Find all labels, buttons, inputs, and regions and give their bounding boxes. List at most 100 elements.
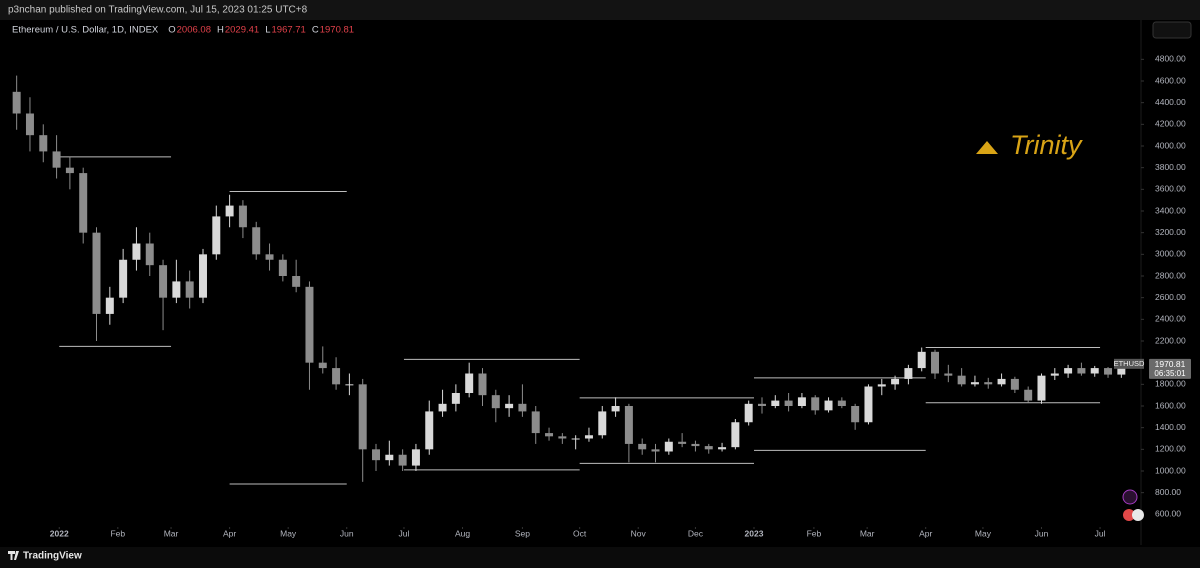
symbol-tag-box (1114, 358, 1144, 369)
candle-body (385, 454, 394, 461)
candle-body (970, 382, 979, 385)
legend-value: 2029.41 (225, 25, 259, 36)
annotation: Trinity (976, 130, 1083, 160)
candle-body (39, 135, 48, 152)
x-tick-label: May (975, 528, 992, 538)
candle-body (332, 368, 341, 385)
candle-body (225, 205, 234, 217)
candle-body (265, 254, 274, 260)
legend-letter: H (217, 25, 224, 36)
candle-body (571, 438, 580, 440)
x-tick-label: Sep (515, 528, 530, 538)
candle-body (931, 351, 940, 374)
y-tick-label: 3000.00 (1155, 249, 1186, 259)
y-tick-label: 800.00 (1155, 487, 1181, 497)
candle-body (864, 386, 873, 423)
x-tick-label: 2022 (50, 528, 69, 538)
candle-body (358, 384, 367, 450)
brand: TradingView (23, 551, 82, 562)
candle-body (1010, 378, 1019, 390)
y-tick-label: 4400.00 (1155, 97, 1186, 107)
x-tick-label: Nov (631, 528, 647, 538)
candle-body (172, 281, 181, 298)
publisher: p3nchan published on TradingView.com, Ju… (8, 5, 308, 16)
x-tick-label: Jul (399, 528, 410, 538)
candle-body (1077, 368, 1086, 374)
price-tag: 1970.81 (1155, 359, 1186, 369)
x-tick-label: May (280, 528, 297, 538)
candle-body (558, 436, 567, 439)
candle-body (79, 173, 88, 233)
candle-body (345, 384, 354, 386)
candle-body (1050, 373, 1059, 376)
candle-body (305, 286, 314, 363)
legend-value: 1970.81 (320, 25, 354, 36)
legend-letter: L (265, 25, 270, 36)
y-tick-label: 600.00 (1155, 509, 1181, 519)
candle-body (1064, 368, 1073, 374)
legend-value: 1967.71 (272, 25, 306, 36)
candle-body (398, 454, 407, 466)
legend-letter: O (168, 25, 175, 36)
top-bar (0, 0, 1200, 20)
ohlc-legend: O 2006.08 H 2029.41 L 1967.71 C 1970.81 (168, 25, 354, 36)
symbol: Ethereum / U.S. Dollar, 1D, INDEX (12, 25, 159, 36)
x-tick-label: 2023 (745, 528, 764, 538)
side-icons (1122, 489, 1144, 521)
x-tick-label: Apr (223, 528, 236, 538)
x-tick-label: Oct (573, 528, 587, 538)
x-tick-label: Jun (1035, 528, 1049, 538)
y-tick-label: 3200.00 (1155, 227, 1186, 237)
candle-body (531, 411, 540, 434)
icon[interactable] (1123, 509, 1135, 521)
y-tick-label: 2800.00 (1155, 270, 1186, 280)
x-tick-label: Jun (340, 528, 354, 538)
icon[interactable] (1122, 489, 1138, 505)
y-tick-label: 4000.00 (1155, 140, 1186, 150)
candle-body (811, 397, 820, 411)
settings-button[interactable] (1152, 21, 1192, 39)
candle-body (611, 406, 620, 412)
candle-body (824, 400, 833, 411)
candle-body (252, 227, 261, 255)
candle-body (771, 400, 780, 406)
candle-body (584, 435, 593, 439)
candle-body (478, 373, 487, 396)
y-tick-label: 1400.00 (1155, 422, 1186, 432)
candle-body (451, 393, 460, 404)
candle-body (545, 433, 554, 437)
candle-body (598, 411, 607, 436)
candle-body (25, 113, 34, 136)
candle-body (984, 382, 993, 385)
x-tick-label: Mar (860, 528, 875, 538)
candle-body (678, 441, 687, 444)
candle-body (438, 403, 447, 412)
candle-body (837, 400, 846, 406)
candle-body (1117, 365, 1126, 375)
y-tick-label: 1800.00 (1155, 379, 1186, 389)
symbol-tag: ETHUSD (1114, 359, 1145, 368)
candle-body (119, 259, 128, 298)
candle-body (518, 403, 527, 412)
candle-body (624, 406, 633, 444)
annotation-text: Trinity (1010, 130, 1083, 160)
candle-body (105, 297, 114, 314)
candle-body (278, 259, 287, 276)
candle-body (718, 447, 727, 450)
footer-bar (0, 547, 1200, 568)
candle-body (1104, 368, 1113, 375)
x-tick-label: Feb (110, 528, 125, 538)
candle-body (944, 373, 953, 376)
legend-value: 2006.08 (177, 25, 211, 36)
candle-body (465, 373, 474, 393)
y-tick-label: 2600.00 (1155, 292, 1186, 302)
candle-body (505, 403, 514, 409)
icon[interactable] (1132, 509, 1144, 521)
annotation-icon (976, 141, 998, 154)
candle-body (238, 205, 247, 228)
candle-body (797, 397, 806, 406)
x-tick-label: Feb (807, 528, 822, 538)
x-tick-label: Dec (688, 528, 704, 538)
y-tick-label: 1000.00 (1155, 465, 1186, 475)
candle-body (372, 449, 381, 461)
